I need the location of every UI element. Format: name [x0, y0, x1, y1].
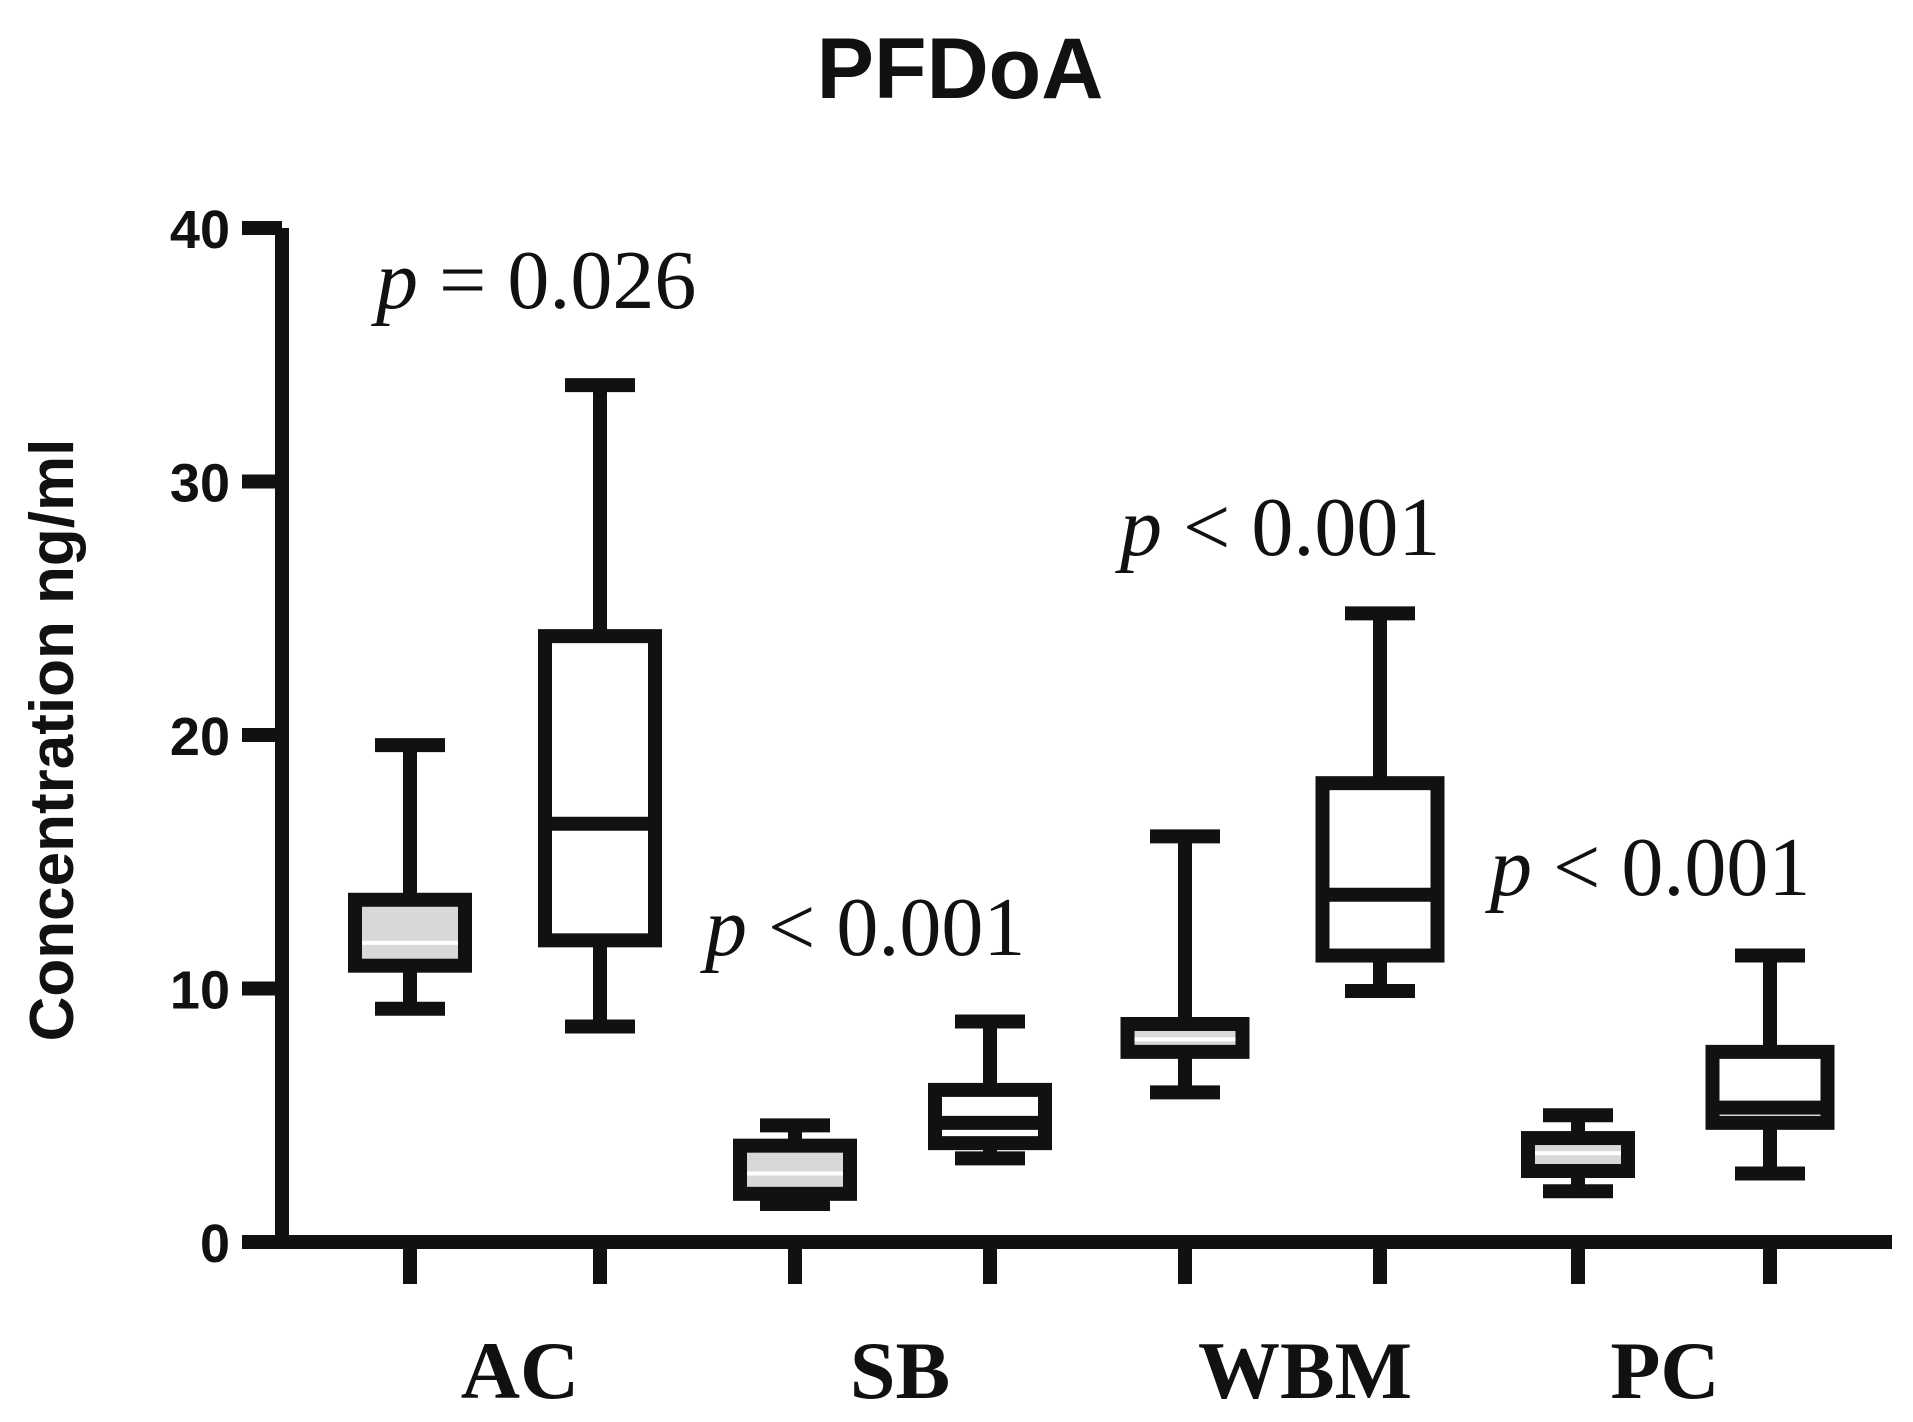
- p-value-text: = 0.026: [418, 234, 696, 327]
- box-wbm-1: [1120, 829, 1250, 1284]
- box-ac-1: [348, 738, 472, 1284]
- p-value-text: < 0.001: [1532, 821, 1810, 914]
- x-group-label: SB: [850, 1325, 950, 1416]
- iqr-box: [1315, 776, 1445, 963]
- p-value-text: < 0.001: [747, 881, 1025, 974]
- group-sb: SB: [733, 1014, 1052, 1416]
- iqr-box: [348, 892, 472, 973]
- y-tick-label: 10: [170, 961, 230, 1021]
- x-group-label: WBM: [1198, 1325, 1412, 1416]
- p-symbol: p: [371, 234, 418, 327]
- axes: 0 10 20 30 40: [170, 200, 1892, 1274]
- group-pc: PC: [1521, 948, 1835, 1416]
- box-sb-1: [733, 1118, 857, 1284]
- group-wbm: WBM: [1120, 606, 1445, 1416]
- y-tick-label: 0: [200, 1214, 230, 1274]
- p-symbol: p: [700, 881, 747, 974]
- box-pc-2: [1705, 948, 1835, 1284]
- y-tick-label: 30: [170, 454, 230, 514]
- chart-title: PFDoA: [817, 21, 1104, 117]
- y-tick-label: 20: [170, 707, 230, 767]
- x-group-label: PC: [1610, 1325, 1719, 1416]
- p-value-label: p = 0.026: [371, 234, 696, 327]
- iqr-box: [733, 1138, 857, 1201]
- y-axis-label: Concentration ng/ml: [18, 439, 87, 1042]
- box-pc-1: [1521, 1108, 1635, 1284]
- p-symbol: p: [1485, 821, 1532, 914]
- p-value-label: p < 0.001: [1485, 821, 1810, 914]
- p-value-text: < 0.001: [1162, 481, 1440, 574]
- p-value-label: p < 0.001: [700, 881, 1025, 974]
- p-value-label: p < 0.001: [1115, 481, 1440, 574]
- box-ac-2: [538, 378, 662, 1284]
- box-wbm-2: [1315, 606, 1445, 1284]
- group-ac: AC: [348, 378, 662, 1416]
- y-tick-label: 40: [170, 200, 230, 260]
- p-symbol: p: [1115, 481, 1162, 574]
- box-sb-2: [928, 1014, 1052, 1284]
- iqr-box: [538, 629, 662, 948]
- x-group-label: AC: [461, 1325, 579, 1416]
- box-series: AC SB WBM PC: [348, 378, 1835, 1416]
